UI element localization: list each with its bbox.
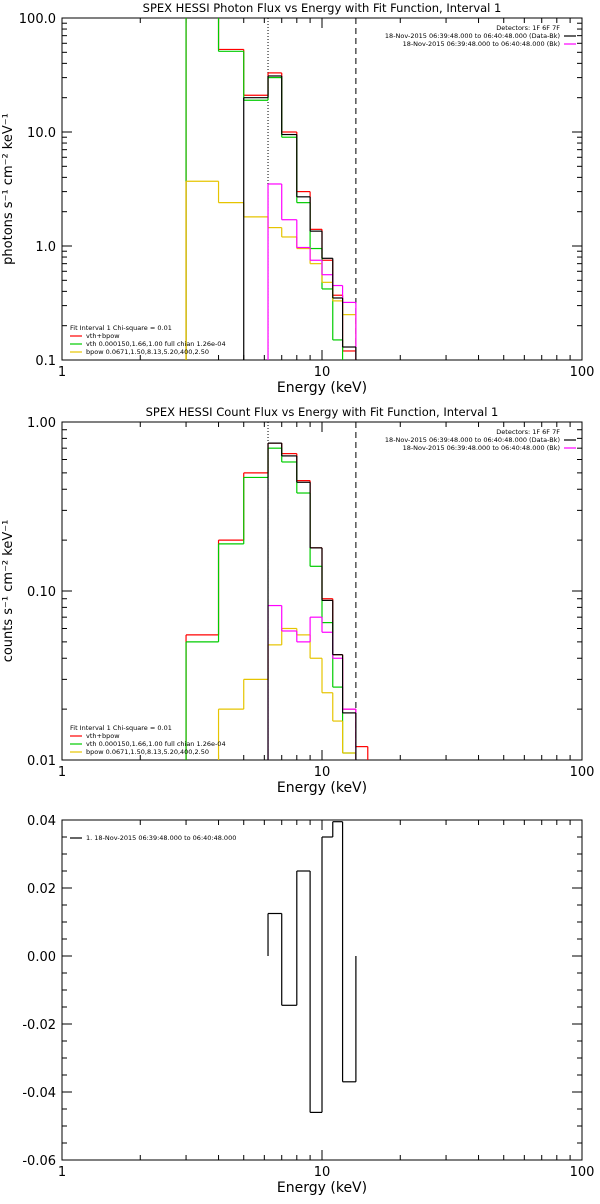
chart-title: SPEX HESSI Count Flux vs Energy with Fit… (146, 405, 499, 419)
x-tick-label: 1 (58, 765, 66, 780)
series-group (185, 442, 369, 760)
legend-bottom-text: vth 0.000150,1.66,1.00 full chian 1.26e-… (86, 740, 226, 748)
y-tick-label: 10.0 (27, 126, 56, 141)
legend-top-text: 18-Nov-2015 06:39:48.000 to 06:40:48.000… (385, 32, 560, 40)
plot-frame (61, 17, 583, 361)
legend-bottom-text: vth+bpow (86, 732, 120, 740)
y-tick-label: -0.06 (22, 1154, 56, 1169)
series-total_fit (185, 442, 369, 760)
series-data (243, 75, 357, 360)
legend-top-text: 1. 18-Nov-2015 06:39:48.000 to 06:40:48.… (86, 834, 236, 842)
legend-bottom-text: bpow 0.0671,1.50,8.13,5.20,400,2.50 (86, 348, 209, 356)
legend-top-text: Detectors: 1F 6F 7F (496, 428, 560, 436)
legend-bottom: Fit Interval 1 Chi-square = 0.01vth+bpow… (70, 324, 226, 356)
x-tick-label: 10 (314, 365, 331, 380)
legend-bottom-text: bpow 0.0671,1.50,8.13,5.20,400,2.50 (86, 748, 209, 756)
legend-bottom: Fit Interval 1 Chi-square = 0.01vth+bpow… (70, 724, 226, 756)
y-tick-label: 1.00 (27, 416, 56, 431)
y-tick-label: 0.00 (27, 950, 56, 965)
y-tick-label: 0.04 (27, 814, 56, 829)
x-tick-label: 1 (58, 1165, 66, 1180)
legend-bottom-text: vth 0.000150,1.66,1.00 full chian 1.26e-… (86, 340, 226, 348)
y-tick-label: 0.1 (35, 354, 56, 369)
series-group (185, 18, 357, 360)
legend-bottom-text: vth+bpow (86, 332, 120, 340)
legend-bottom-text: Fit Interval 1 Chi-square = 0.01 (70, 324, 172, 332)
y-tick-label: 0.01 (27, 754, 56, 769)
x-axis-label: Energy (keV) (277, 780, 367, 796)
y-tick-label: -0.02 (22, 1018, 56, 1033)
series-total_fit (185, 18, 357, 360)
chart-panel-3: 1 10 100 -0.06 -0.04 -0.02 0.00 0.02 0.04 Energy … (22, 814, 594, 1196)
legend-top-text: 18-Nov-2015 06:39:48.000 to 06:40:48.000… (385, 436, 560, 444)
x-tick-label: 10 (314, 1165, 331, 1180)
series-background (267, 183, 357, 360)
series-bpow (185, 180, 357, 360)
chart-panel-1: SPEX HESSI Photon Flux vs Energy with Fi… (1, 1, 595, 396)
legend-top-text: 18-Nov-2015 06:39:48.000 to 06:40:48.000… (403, 40, 560, 48)
series-bpow (217, 627, 357, 760)
series-vth (185, 18, 344, 360)
y-tick-label: 1.0 (35, 240, 56, 255)
chart-panel-2: SPEX HESSI Count Flux vs Energy with Fit… (1, 405, 595, 796)
x-tick-label: 100 (570, 365, 595, 380)
x-tick-label: 1 (58, 365, 66, 380)
y-tick-label: 0.10 (27, 585, 56, 600)
series-data (267, 821, 357, 1114)
legend-bottom-text: Fit Interval 1 Chi-square = 0.01 (70, 724, 172, 732)
x-tick-label: 100 (570, 1165, 595, 1180)
series-data (267, 442, 357, 760)
x-tick-label: 100 (570, 765, 595, 780)
legend-top-text: Detectors: 1F 6F 7F (496, 24, 560, 32)
series-group (267, 821, 357, 1114)
x-tick-label: 10 (314, 765, 331, 780)
y-tick-label: 0.02 (27, 882, 56, 897)
x-axis-label: Energy (keV) (277, 1180, 367, 1196)
chart-title: SPEX HESSI Photon Flux vs Energy with Fi… (143, 1, 502, 15)
legend-top-text: 18-Nov-2015 06:39:48.000 to 06:40:48.000… (403, 444, 560, 452)
legend-top: 1. 18-Nov-2015 06:39:48.000 to 06:40:48.… (70, 834, 236, 842)
y-tick-label: -0.04 (22, 1086, 56, 1101)
y-tick-label: 100.0 (19, 12, 56, 27)
x-axis-label: Energy (keV) (277, 380, 367, 396)
y-axis-label: photons s⁻¹ cm⁻² keV⁻¹ (1, 113, 16, 265)
y-axis-label: counts s⁻¹ cm⁻² keV⁻¹ (1, 520, 16, 663)
